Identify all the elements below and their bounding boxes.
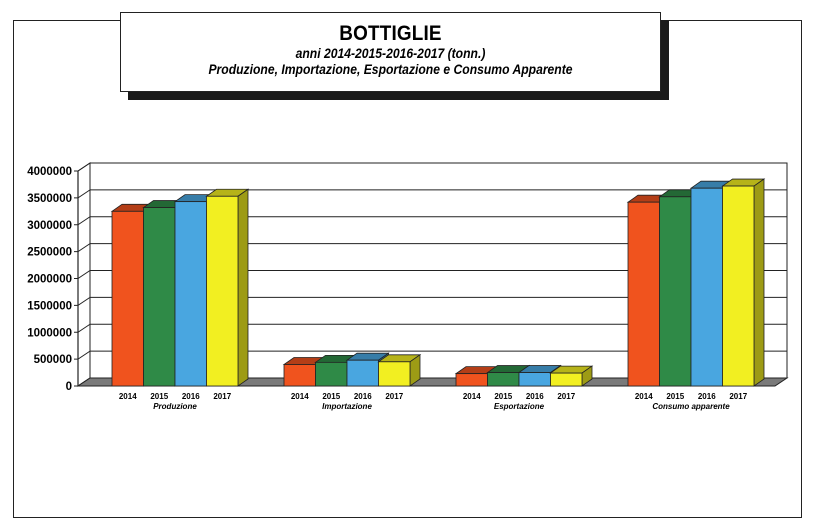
gridline-depth [77,189,91,199]
bar-produzione-2016 [174,201,207,387]
x-category-label: Consumo apparente [652,402,730,411]
x-tick-label-year: 2014 [463,392,481,401]
title-box: BOTTIGLIE anni 2014-2015-2016-2017 (tonn… [120,12,661,92]
gridline-depth [77,216,91,226]
y-tick-label: 500000 [34,354,72,366]
gridline-depth [77,162,91,172]
bar-esportazione-2017 [550,372,583,387]
y-tick-label: 1500000 [27,300,72,312]
bar-importazione-2016 [346,359,379,387]
bar-importazione-2017 [378,361,411,387]
x-tick-label-year: 2015 [322,392,340,401]
gridline-depth [77,270,91,279]
y-tick-label: 3000000 [27,220,72,232]
x-category-label: Esportazione [494,402,545,411]
gridline-depth [77,350,91,360]
x-tick-label-year: 2015 [666,392,684,401]
bar-side-face [753,178,765,387]
x-tick-label-year: 2014 [635,392,653,401]
bar-consumo-apparente-2016 [690,187,723,387]
x-tick-label-year: 2016 [182,392,200,401]
bar-consumo-apparente-2014 [627,201,660,387]
bar-produzione-2015 [143,207,176,387]
bar-side-face [237,188,249,387]
y-tick-label: 2000000 [27,274,72,286]
bar-consumo-apparente-2017 [722,185,755,387]
x-tick-label-year: 2017 [729,392,747,401]
gridline-depth [77,323,91,333]
x-tick-label-year: 2016 [354,392,372,401]
bar-esportazione-2015 [487,372,520,387]
y-tick-label: 4000000 [27,166,72,178]
y-tick-label: 1000000 [27,327,72,339]
y-tick-label: 3500000 [27,193,72,205]
bar-consumo-apparente-2015 [659,196,692,387]
gridline-depth [77,243,91,253]
x-tick-label-year: 2015 [150,392,168,401]
x-category-label: Importazione [322,402,372,411]
x-tick-label-year: 2017 [213,392,231,401]
chart-subtitle-years: anni 2014-2015-2016-2017 (tonn.) [295,46,486,61]
y-tick-label: 2500000 [27,247,72,259]
x-tick-label-year: 2014 [291,392,309,401]
bar-esportazione-2016 [518,372,551,387]
bar-esportazione-2014 [455,373,488,387]
x-tick-label-year: 2015 [494,392,512,401]
x-tick-label-year: 2016 [698,392,716,401]
bar-importazione-2015 [315,361,348,387]
bar-produzione-2014 [111,210,144,387]
chart-subtitle-series: Produzione, Importazione, Esportazione e… [208,62,573,77]
x-tick-label-year: 2014 [119,392,137,401]
x-tick-label-year: 2017 [385,392,403,401]
x-category-label: Produzione [153,402,197,411]
chart-title: BOTTIGLIE [339,22,442,45]
x-tick-label-year: 2017 [557,392,575,401]
bar-produzione-2017 [206,195,239,387]
gridline-depth [77,296,91,306]
x-tick-label-year: 2016 [526,392,544,401]
bar-importazione-2014 [283,364,316,387]
y-tick-label: 0 [66,381,72,393]
